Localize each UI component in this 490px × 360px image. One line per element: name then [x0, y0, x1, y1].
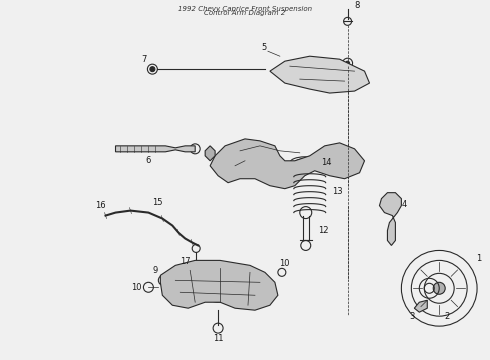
Text: 3: 3 — [410, 312, 415, 321]
Text: 7: 7 — [142, 55, 147, 64]
Text: 13: 13 — [332, 187, 343, 196]
Text: 10: 10 — [131, 283, 142, 292]
Polygon shape — [415, 300, 427, 312]
Text: 1992 Chevy Caprice Front Suspension: 1992 Chevy Caprice Front Suspension — [178, 5, 312, 12]
Polygon shape — [210, 139, 365, 189]
Text: 8: 8 — [355, 1, 360, 10]
Circle shape — [345, 61, 349, 65]
Text: 14: 14 — [321, 158, 332, 167]
Text: 10: 10 — [280, 259, 290, 268]
Text: 17: 17 — [180, 257, 191, 266]
Polygon shape — [160, 260, 278, 310]
Text: 6: 6 — [146, 156, 151, 165]
Text: 1: 1 — [476, 254, 482, 263]
Text: 2: 2 — [444, 312, 450, 321]
Circle shape — [433, 282, 445, 294]
Text: 11: 11 — [213, 334, 223, 343]
Text: 5: 5 — [261, 43, 267, 52]
Text: 4: 4 — [402, 200, 407, 209]
Text: 12: 12 — [318, 226, 329, 235]
Polygon shape — [116, 146, 195, 152]
Text: 16: 16 — [95, 201, 106, 210]
Polygon shape — [379, 193, 401, 246]
Polygon shape — [205, 146, 215, 161]
Text: Control Arm Diagram 2: Control Arm Diagram 2 — [204, 10, 286, 17]
Circle shape — [150, 67, 155, 72]
Polygon shape — [270, 56, 369, 93]
Text: 9: 9 — [153, 266, 158, 275]
Circle shape — [161, 278, 165, 282]
Text: 15: 15 — [152, 198, 163, 207]
